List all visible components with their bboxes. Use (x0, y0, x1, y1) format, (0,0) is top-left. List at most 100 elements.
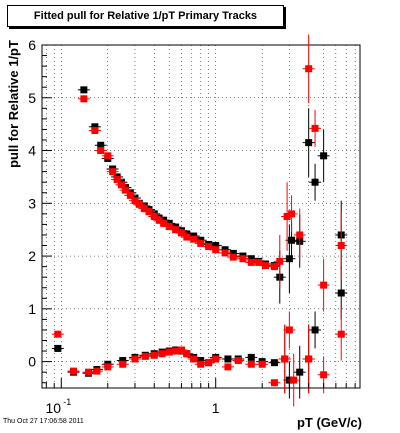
data-points (51, 34, 348, 407)
data-point (320, 281, 328, 289)
data-point (54, 330, 62, 338)
data-point (54, 344, 62, 352)
data-point (117, 181, 125, 189)
data-point (261, 262, 269, 270)
data-point (288, 210, 296, 218)
y-tick-label: 3 (28, 195, 36, 211)
data-point (93, 367, 101, 375)
data-point (337, 242, 345, 250)
data-point (145, 208, 153, 216)
data-point (205, 243, 213, 251)
axes: 0 1 2 3 4 5 6 10 -1 1 (28, 37, 356, 416)
data-point (190, 355, 198, 363)
data-point (135, 200, 143, 208)
data-point (234, 357, 242, 365)
data-point (285, 255, 293, 263)
data-point (283, 213, 291, 220)
data-point (258, 360, 266, 368)
data-point (229, 253, 237, 261)
y-tick-label: 6 (28, 37, 36, 53)
y-tick-label: 2 (28, 248, 36, 264)
data-point (150, 213, 158, 220)
data-point (221, 249, 229, 257)
data-point (183, 233, 191, 241)
x-tick-label: 1 (212, 400, 220, 416)
data-point (131, 355, 139, 363)
grid (42, 44, 360, 388)
data-point (160, 219, 168, 227)
data-point (320, 152, 328, 160)
data-point (311, 326, 319, 334)
data-point (183, 350, 191, 358)
data-point (197, 239, 205, 247)
data-point (126, 191, 134, 199)
data-point (224, 363, 232, 371)
data-point (285, 326, 293, 334)
x-axis-label: pT (GeV/c) (297, 415, 362, 430)
data-point (212, 242, 220, 250)
data-point (140, 205, 148, 213)
data-point (177, 346, 185, 354)
data-point (288, 236, 296, 244)
data-point (270, 379, 278, 387)
data-point (311, 124, 319, 132)
plot-frame (41, 44, 361, 389)
data-point (70, 367, 78, 375)
data-point (337, 289, 345, 297)
data-point (296, 368, 304, 376)
data-point (337, 330, 345, 338)
plot-frame-rect (41, 44, 361, 389)
data-point (97, 147, 105, 155)
data-point (197, 360, 205, 368)
data-point (155, 216, 163, 224)
y-axis-label: pull for Relative 1/pT (6, 40, 21, 168)
data-point (172, 226, 180, 234)
data-point (172, 347, 180, 355)
data-point (247, 258, 255, 266)
data-point (305, 355, 313, 363)
data-point (190, 235, 198, 243)
data-point (305, 65, 313, 73)
data-point (131, 197, 139, 205)
data-point (80, 95, 88, 103)
data-point (255, 258, 263, 266)
data-point (84, 368, 92, 376)
y-tick-label: 1 (28, 301, 36, 317)
x-tick-label: 10 (46, 400, 62, 416)
y-tick-label: 0 (28, 354, 36, 370)
data-point (119, 357, 127, 365)
data-point (224, 355, 232, 363)
data-point (109, 168, 117, 176)
data-point (276, 257, 284, 265)
footer-timestamp: Thu Oct 27 17:06:58 2011 (3, 418, 84, 425)
data-point (290, 376, 298, 384)
data-point (97, 141, 105, 149)
y-tick-label: 5 (28, 90, 36, 106)
data-point (270, 263, 278, 271)
data-point (296, 231, 304, 239)
data-point (91, 126, 99, 134)
data-point (104, 152, 112, 160)
data-point (150, 351, 158, 359)
data-point (158, 350, 166, 358)
data-point (247, 360, 255, 368)
data-point (281, 355, 289, 363)
data-point (197, 357, 205, 365)
data-point (270, 359, 278, 367)
data-point (113, 176, 121, 184)
data-point (165, 348, 173, 356)
y-tick-label: 4 (28, 143, 36, 159)
data-point (121, 186, 129, 194)
data-point (247, 255, 255, 263)
data-point (320, 371, 328, 379)
data-point (229, 249, 237, 257)
data-point (165, 223, 173, 231)
chart-title: Fitted pull for Relative 1/pT Primary Tr… (33, 10, 258, 22)
data-point (80, 86, 88, 94)
x-tick-label-exponent: -1 (63, 397, 71, 407)
data-point (212, 355, 220, 363)
data-point (141, 352, 149, 360)
chart-title-box: Fitted pull for Relative 1/pT Primary Tr… (7, 5, 284, 27)
data-point (305, 139, 313, 147)
